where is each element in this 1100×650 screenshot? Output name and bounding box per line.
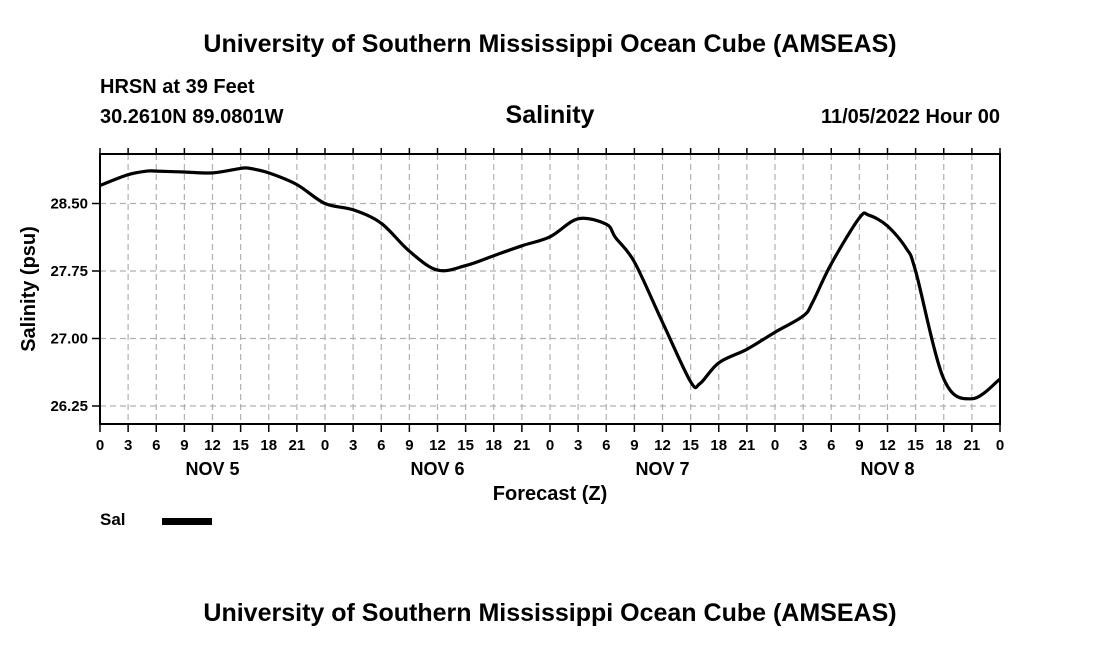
x-tick-label: 12 <box>879 437 896 454</box>
x-tick-label: 9 <box>180 437 188 454</box>
axis-ticks: 0 3 6 9 12 15 18 21 0 3 6 9 12 15 18 21 0 3 6 9 12 15 18 21 0 3 6 9… <box>50 148 1004 479</box>
legend-label: Sal <box>100 510 126 529</box>
x-tick-label: 3 <box>799 437 807 454</box>
chart-title-top: University of Southern Mississippi Ocean… <box>203 30 897 58</box>
day-label: NOV 6 <box>410 459 464 479</box>
series-line-sal <box>99 166 1002 401</box>
legend-line-swatch <box>162 518 212 525</box>
x-tick-label: 21 <box>289 437 306 454</box>
x-tick-label: 3 <box>124 437 132 454</box>
day-label: NOV 5 <box>185 459 239 479</box>
grid <box>100 154 1000 424</box>
x-tick-label: 15 <box>232 437 249 454</box>
y-tick-label: 27.75 <box>50 263 88 280</box>
x-tick-label: 6 <box>152 437 160 454</box>
x-tick-label: 12 <box>429 437 446 454</box>
plot-title: Salinity <box>505 101 595 129</box>
x-tick-label: 15 <box>457 437 474 454</box>
x-tick-label: 6 <box>602 437 610 454</box>
x-tick-label: 12 <box>654 437 671 454</box>
y-axis-label: Salinity (psu) <box>18 226 40 352</box>
x-tick-label: 18 <box>935 437 952 454</box>
x-tick-label: 3 <box>574 437 582 454</box>
x-tick-label: 18 <box>485 437 502 454</box>
x-tick-label: 21 <box>514 437 531 454</box>
station-coordinates: 30.2610N 89.0801W <box>100 106 284 128</box>
x-tick-label: 0 <box>546 437 554 454</box>
x-tick-label: 6 <box>827 437 835 454</box>
x-tick-label: 6 <box>377 437 385 454</box>
x-tick-label: 12 <box>204 437 221 454</box>
y-tick-label: 26.25 <box>50 398 88 415</box>
x-tick-label: 15 <box>907 437 924 454</box>
day-label: NOV 7 <box>635 459 689 479</box>
x-tick-label: 18 <box>710 437 727 454</box>
chart-title-bottom: University of Southern Mississippi Ocean… <box>203 599 897 627</box>
x-tick-label: 15 <box>682 437 699 454</box>
y-tick-label: 28.50 <box>50 196 88 213</box>
x-tick-label: 0 <box>996 437 1004 454</box>
day-label: NOV 8 <box>860 459 914 479</box>
x-tick-label: 18 <box>260 437 277 454</box>
x-tick-label: 0 <box>96 437 104 454</box>
x-tick-label: 21 <box>964 437 981 454</box>
y-tick-label: 27.00 <box>50 331 88 348</box>
forecast-datetime: 11/05/2022 Hour 00 <box>820 106 1000 128</box>
x-tick-label: 0 <box>771 437 779 454</box>
x-tick-label: 0 <box>321 437 329 454</box>
x-tick-label: 9 <box>405 437 413 454</box>
series-layer <box>99 166 1002 401</box>
x-tick-label: 9 <box>630 437 638 454</box>
station-label: HRSN at 39 Feet <box>100 76 255 98</box>
x-tick-label: 9 <box>855 437 863 454</box>
x-tick-label: 3 <box>349 437 357 454</box>
x-axis-label: Forecast (Z) <box>493 483 607 505</box>
x-tick-label: 21 <box>739 437 756 454</box>
